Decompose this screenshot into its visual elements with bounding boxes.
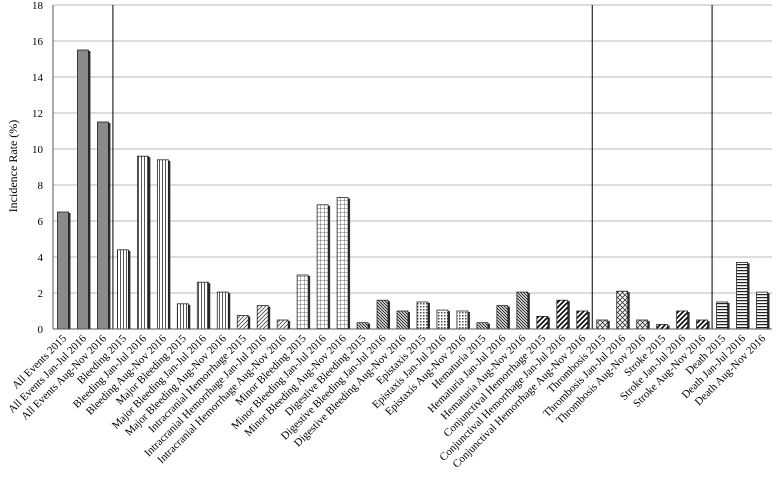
bar [496, 305, 510, 330]
bar-rect [736, 261, 748, 330]
y-tick-label: 4 [38, 252, 44, 264]
bar [456, 310, 470, 330]
y-tick-label: 12 [32, 108, 43, 120]
y-tick-label: 8 [38, 180, 44, 192]
y-tick-label: 18 [32, 0, 44, 12]
bar [236, 315, 251, 330]
bar [716, 301, 730, 330]
bar [616, 290, 630, 330]
bar-rect [416, 301, 429, 330]
bar [536, 315, 550, 330]
bar [636, 319, 650, 330]
bar-rect [336, 197, 349, 330]
group-separators [112, 5, 713, 329]
bar-rect [117, 249, 129, 330]
bar [656, 324, 670, 330]
bar-rect [656, 324, 669, 330]
bar [57, 211, 71, 330]
y-axis-label: Incidence Rate (%) [6, 120, 20, 213]
bar-rect [77, 49, 89, 330]
bar [576, 310, 590, 330]
y-tick-label: 16 [32, 36, 44, 48]
bar [516, 291, 530, 330]
bar-rect [536, 315, 549, 330]
bar [696, 319, 710, 330]
bar-rect [516, 291, 529, 330]
y-tick-label: 10 [32, 144, 44, 156]
grid-layer [53, 4, 772, 330]
bar [736, 261, 750, 330]
bar-rect [296, 274, 309, 330]
bar-rect [97, 121, 109, 330]
bar-rect [616, 290, 629, 330]
bar [276, 319, 291, 330]
bar [556, 299, 570, 330]
bar-rect [576, 310, 589, 330]
bar-rect [276, 319, 289, 330]
bar [676, 310, 690, 330]
bar [176, 303, 191, 330]
bar [136, 155, 151, 330]
bar [97, 121, 111, 330]
bar [117, 249, 131, 330]
bar [416, 301, 430, 330]
bar [216, 291, 231, 330]
bar [77, 49, 91, 330]
y-tick-label: 6 [38, 216, 44, 228]
bar [336, 197, 351, 330]
bars [57, 49, 770, 330]
bar-rect [496, 305, 509, 330]
bar-rect [596, 319, 609, 330]
bar-rect [196, 281, 209, 330]
bar-rect [316, 204, 329, 330]
y-tick-label: 14 [32, 72, 44, 84]
bar-rect [556, 299, 569, 330]
bar [756, 291, 770, 330]
bar-rect [156, 159, 169, 330]
bar-rect [376, 299, 389, 330]
bar-rect [756, 291, 768, 330]
bar [476, 322, 490, 330]
bar-rect [236, 315, 249, 330]
bar [196, 281, 211, 330]
bar [256, 305, 271, 330]
bar-rect [356, 322, 369, 330]
bar [436, 309, 450, 330]
bar-rect [57, 211, 69, 330]
bar-rect [176, 303, 189, 330]
bar [316, 204, 331, 330]
bar-rect [476, 322, 489, 330]
bar-rect [256, 305, 269, 330]
y-tick-label: 0 [38, 324, 44, 336]
bar-rect [456, 310, 469, 330]
bar-rect [716, 301, 728, 330]
bar-rect [136, 155, 149, 330]
bar [356, 322, 371, 330]
bar-rect [216, 291, 229, 330]
bar [376, 299, 391, 330]
bar-rect [636, 319, 649, 330]
y-tick-label: 2 [38, 288, 44, 300]
bar-rect [676, 310, 689, 330]
bar [156, 159, 171, 330]
bar [296, 274, 311, 330]
bar [396, 310, 411, 330]
bar-rect [696, 319, 708, 330]
bar [596, 319, 610, 330]
bar-rect [396, 310, 409, 330]
bar-rect [436, 309, 449, 330]
